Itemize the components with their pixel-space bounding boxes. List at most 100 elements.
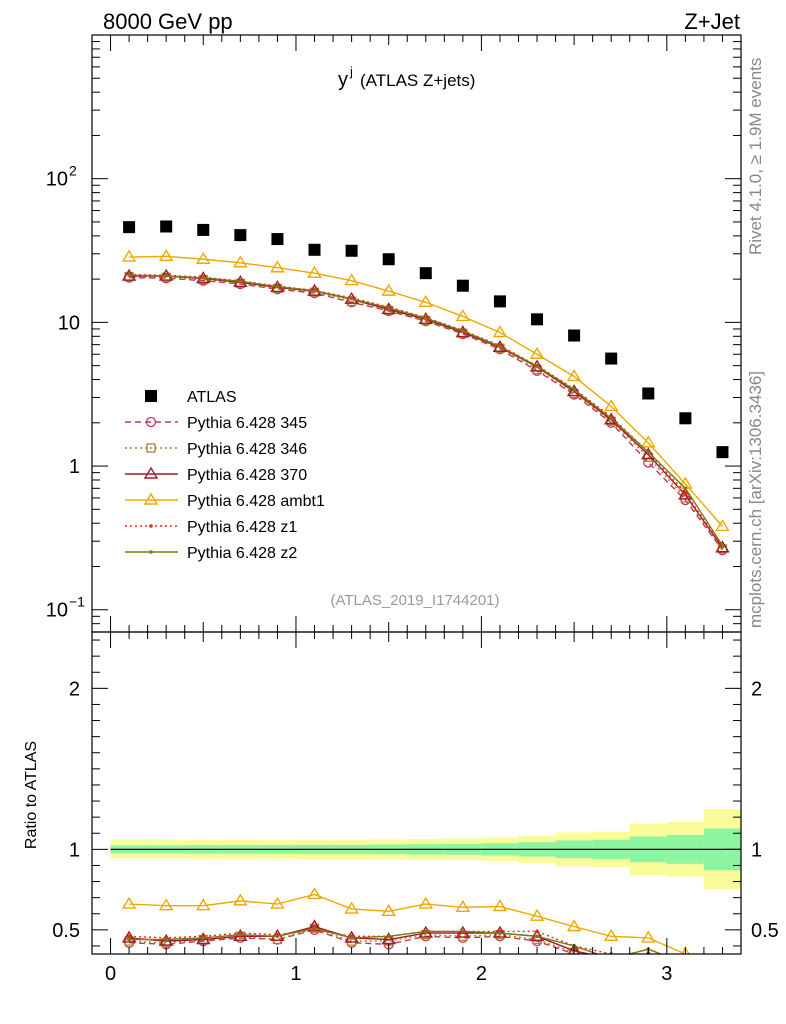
- ratio-line-p345: [129, 929, 578, 954]
- header-process: Z+Jet: [684, 9, 740, 34]
- ratio-plot-frame: [91, 631, 742, 955]
- data-point-ambt1: [158, 249, 174, 262]
- ratio-point-ambt1: [418, 896, 434, 909]
- data-point-atlas: [419, 267, 432, 280]
- ratio-point-z2: [423, 929, 428, 934]
- ratio-point-z2: [349, 936, 354, 940]
- series-line-p346: [129, 275, 724, 550]
- ratio-point-p345: [644, 961, 653, 970]
- data-point-atlas: [456, 279, 469, 292]
- ratio-point-z2: [609, 957, 613, 961]
- data-point-ambt1: [270, 260, 285, 273]
- data-point-ambt1: [196, 251, 211, 264]
- y-tick-label: 10: [58, 312, 80, 334]
- data-point-z2: [646, 450, 651, 454]
- data-point-ambt1: [233, 255, 248, 268]
- data-point-ambt1: [121, 249, 137, 262]
- ratio-point-z2: [127, 937, 131, 942]
- series-line-ambt1: [129, 255, 723, 527]
- ratio-point-ambt1: [455, 899, 471, 913]
- data-point-atlas: [160, 220, 173, 233]
- mcplots-source-label: mcplots.cern.ch [arXiv:1306.3436]: [746, 371, 765, 628]
- legend: ATLAS Pythia 6.428 345 Pythia 6.428 346 Pyt…: [125, 389, 325, 562]
- series-ambt1: [121, 249, 730, 532]
- ratio-y-tick-label: 1: [69, 839, 80, 861]
- ratio-point-ambt1: [680, 946, 690, 954]
- ratio-plot-panel: 0.5 0.5 1 1 2 2 0 1 2 3 Ratio to ATLAS: [23, 631, 779, 985]
- ratio-point-z1: [684, 963, 688, 967]
- y-tick-label-exponent: −1: [69, 594, 85, 610]
- plot-title-superscript: j: [349, 64, 353, 79]
- ratio-y-tick-label-right: 1: [751, 839, 762, 861]
- rivet-version-label: Rivet 4.1.0, ≥ 1.9M events: [746, 58, 765, 255]
- data-point-atlas: [531, 313, 544, 326]
- ratio-y-tick-label-right: 0.5: [751, 920, 779, 942]
- data-point-z2: [386, 306, 391, 310]
- ratio-line-ambt1: [129, 893, 689, 954]
- legend-label-atlas: ATLAS: [187, 389, 237, 406]
- legend-marker-p370: [143, 466, 159, 479]
- series-p346: [124, 272, 728, 554]
- data-point-p370: [455, 325, 471, 338]
- data-point-p370: [641, 447, 656, 460]
- ratio-point-ambt1: [344, 901, 359, 914]
- data-point-z2: [720, 543, 725, 548]
- data-point-ambt1: [381, 283, 396, 296]
- ratio-y-axis-label: Ratio to ATLAS: [23, 741, 40, 849]
- legend-label-z1: Pythia 6.428 z1: [187, 519, 297, 536]
- legend-label-p346: Pythia 6.428 346: [187, 441, 307, 458]
- ratio-point-ambt1: [529, 908, 545, 921]
- y-tick-label-exponent: 2: [69, 163, 77, 179]
- data-point-p370: [418, 311, 434, 325]
- data-point-z2: [275, 284, 280, 289]
- ratio-point-p370: [121, 930, 137, 943]
- ratio-point-p345: [607, 958, 616, 967]
- data-point-atlas: [605, 352, 618, 365]
- y-tick-label: 10: [46, 169, 68, 191]
- x-tick-label: 1: [290, 963, 301, 985]
- ratio-point-p346: [607, 956, 615, 964]
- ratio-series-layer: [121, 887, 728, 979]
- legend-marker-atlas: [145, 390, 157, 402]
- ratio-point-p370: [381, 932, 396, 945]
- data-point-p370: [566, 384, 582, 397]
- data-point-ambt1: [307, 265, 322, 278]
- ratio-point-p370: [716, 969, 728, 979]
- ratio-point-z1: [721, 973, 725, 977]
- ratio-point-ambt1: [158, 898, 174, 911]
- ratio-point-z1: [646, 960, 650, 964]
- data-point-p370: [529, 359, 545, 372]
- data-point-atlas: [271, 233, 284, 246]
- ratio-point-ambt1: [603, 928, 619, 941]
- ratio-y-tick-label: 0.5: [52, 920, 80, 942]
- plot-title-main: y: [338, 69, 348, 91]
- data-point-atlas: [382, 253, 395, 266]
- ratio-point-p370: [567, 943, 581, 954]
- data-point-p370: [492, 340, 508, 353]
- legend-label-p345: Pythia 6.428 345: [187, 415, 307, 432]
- data-point-z2: [164, 273, 168, 278]
- legend-marker-p345: [145, 416, 157, 428]
- data-point-ambt1: [455, 309, 471, 322]
- ratio-y-tick-label-right: 2: [751, 678, 762, 700]
- data-point-ambt1: [418, 294, 434, 307]
- ratio-point-z2: [386, 934, 391, 939]
- ratio-point-ambt1: [196, 898, 211, 911]
- data-point-z2: [572, 387, 576, 392]
- legend-marker-p346: [146, 443, 156, 453]
- ratio-point-ambt1: [566, 919, 582, 932]
- ratio-point-z1: [535, 929, 539, 934]
- data-point-z2: [535, 364, 539, 369]
- data-point-atlas: [234, 229, 247, 242]
- data-point-atlas: [308, 243, 321, 256]
- ratio-point-ambt1: [270, 896, 285, 909]
- ratio-point-z2: [164, 937, 168, 942]
- data-point-z2: [238, 279, 243, 284]
- x-tick-label: 3: [661, 963, 672, 985]
- ratio-point-z2: [498, 931, 502, 935]
- series-z2: [127, 273, 725, 548]
- ratio-point-p370: [529, 928, 545, 941]
- ratio-point-z2: [535, 934, 539, 939]
